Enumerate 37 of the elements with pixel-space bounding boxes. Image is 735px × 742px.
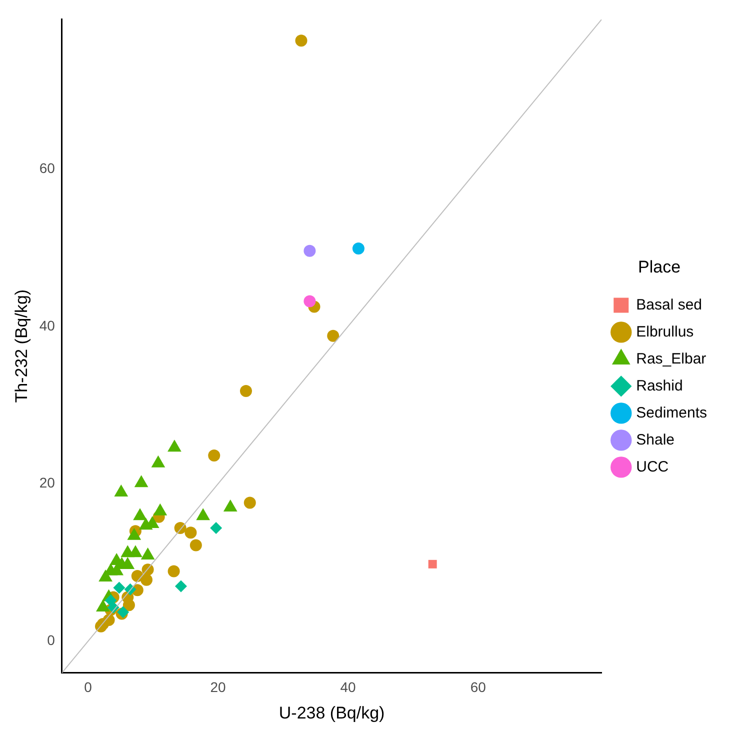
x-axis-title: U-238 (Bq/kg) bbox=[278, 703, 385, 722]
y-tick-label: 20 bbox=[39, 474, 56, 491]
y-tick-label: 0 bbox=[47, 632, 56, 648]
point bbox=[352, 242, 364, 254]
point bbox=[304, 244, 316, 257]
point bbox=[190, 539, 202, 552]
point bbox=[327, 330, 340, 342]
point bbox=[208, 450, 220, 462]
point bbox=[304, 295, 316, 308]
point bbox=[131, 570, 144, 582]
legend-title: Place bbox=[638, 257, 681, 276]
x-tick-label: 0 bbox=[84, 679, 92, 696]
point bbox=[244, 496, 256, 509]
point bbox=[174, 580, 187, 592]
point bbox=[104, 594, 117, 606]
y-tick-label: 40 bbox=[39, 317, 56, 334]
x-tick-label: 60 bbox=[470, 679, 486, 696]
point bbox=[113, 582, 126, 594]
legend-label: UCC bbox=[636, 458, 669, 476]
legend-label: Sediments bbox=[636, 404, 708, 422]
point bbox=[184, 526, 197, 539]
x-tick-label: 40 bbox=[340, 679, 356, 696]
legend-label: Shale bbox=[636, 431, 675, 448]
point bbox=[168, 565, 180, 578]
y-tick-label: 60 bbox=[39, 160, 56, 176]
point bbox=[295, 34, 308, 47]
point bbox=[210, 522, 222, 534]
legend-label: Basal sed bbox=[636, 296, 702, 314]
point bbox=[140, 574, 152, 586]
point bbox=[102, 614, 115, 626]
legend-label: Rashid bbox=[636, 377, 683, 394]
point bbox=[240, 384, 252, 397]
legend-label: Elbrullus bbox=[636, 323, 694, 340]
legend-label: Ras_Elbar bbox=[636, 350, 706, 368]
y-axis-title: Th-232 (Bq/kg) bbox=[12, 289, 31, 403]
point bbox=[428, 560, 437, 568]
x-tick-label: 20 bbox=[210, 679, 226, 696]
